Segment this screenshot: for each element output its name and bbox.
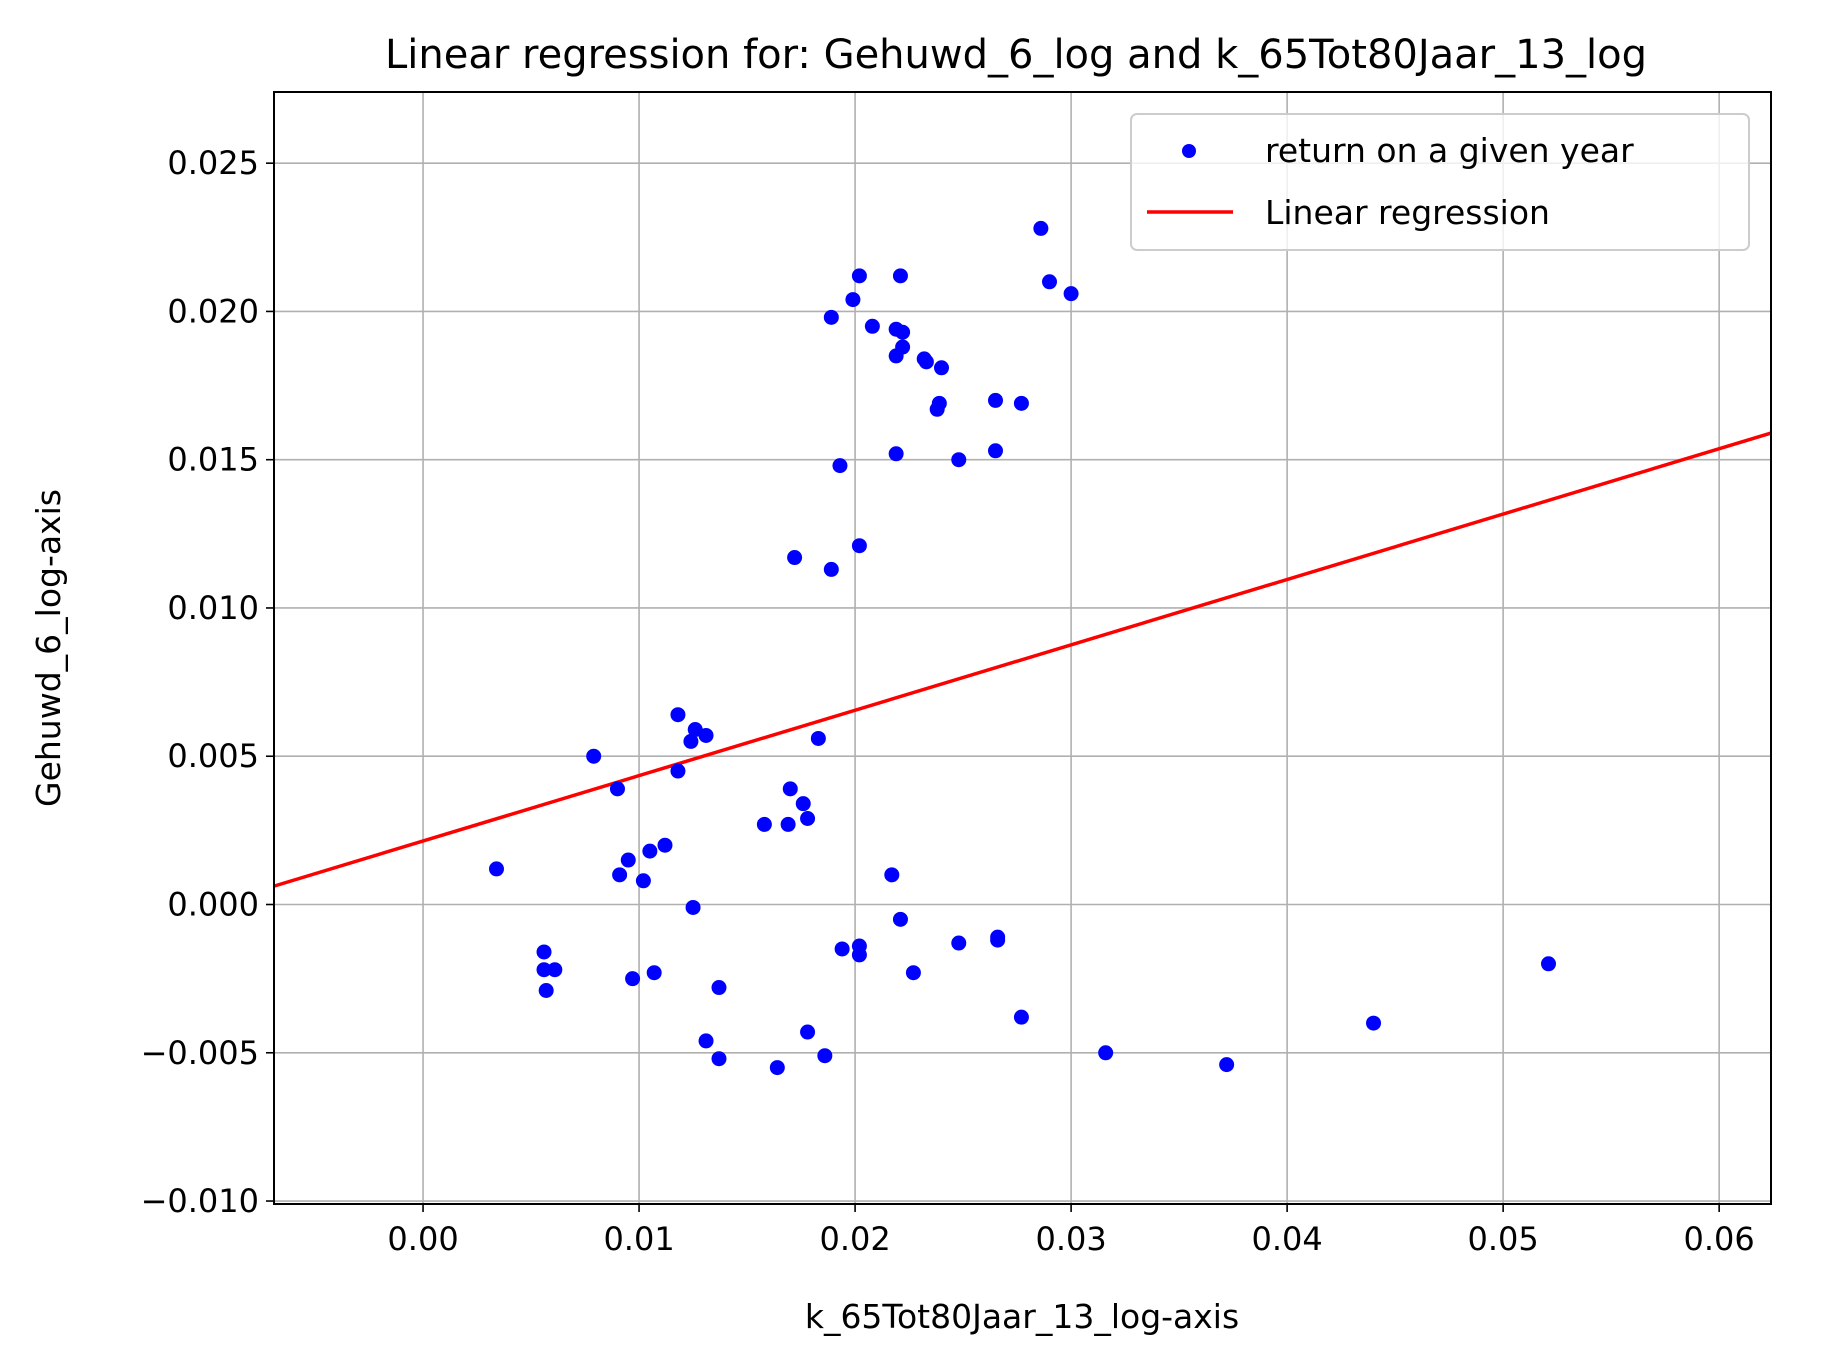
scatter-point — [1013, 395, 1029, 411]
scatter-point — [951, 935, 967, 951]
scatter-point — [1098, 1045, 1114, 1061]
scatter-point — [851, 268, 867, 284]
y-tick-label: 0.000 — [167, 886, 259, 924]
scatter-point — [536, 962, 552, 978]
scatter-point — [933, 360, 949, 376]
scatter-point — [800, 1024, 816, 1040]
scatter-point — [787, 550, 803, 566]
y-tick-label: 0.005 — [167, 737, 259, 775]
x-tick-label: 0.06 — [1684, 1220, 1755, 1258]
scatter-point — [1219, 1057, 1235, 1073]
legend-box — [1130, 113, 1750, 251]
scatter-point — [895, 324, 911, 340]
scatter-point — [810, 730, 826, 746]
x-tick-label: 0.04 — [1251, 1220, 1322, 1258]
scatter-point — [1042, 274, 1058, 290]
scatter-point — [800, 811, 816, 827]
scatter-point — [620, 852, 636, 868]
scatter-point — [780, 816, 796, 832]
scatter-point — [905, 965, 921, 981]
scatter-point — [609, 781, 625, 797]
grid — [274, 92, 1771, 1204]
scatter-point — [892, 268, 908, 284]
plot-frame — [273, 91, 1772, 1205]
y-axis-label: Gehuwd_6_log-axis — [29, 489, 68, 807]
scatter-point — [823, 561, 839, 577]
scatter-point — [918, 354, 934, 370]
y-axis-ticks: −0.010 −0.005 0.000 0.005 0.010 0.015 0.020 0.0… — [141, 144, 274, 1220]
scatter-point — [1541, 956, 1557, 972]
scatter-point — [987, 443, 1003, 459]
x-axis-label: k_65Tot80Jaar_13_log-axis — [805, 1297, 1239, 1336]
scatter-point — [834, 941, 850, 957]
x-tick-label: 0.01 — [603, 1220, 674, 1258]
scatter-point — [864, 318, 880, 334]
scatter-point — [536, 944, 552, 960]
scatter-point — [488, 861, 504, 877]
x-tick-label: 0.03 — [1035, 1220, 1106, 1258]
chart-title: Linear regression for: Gehuwd_6_log and … — [385, 32, 1647, 78]
x-tick-label: 0.05 — [1468, 1220, 1539, 1258]
scatter-point — [711, 980, 727, 996]
scatter-point — [642, 843, 658, 859]
scatter-point — [538, 982, 554, 998]
y-tick-label: 0.010 — [167, 589, 259, 627]
legend-label-regression: Linear regression — [1265, 193, 1550, 232]
x-axis-ticks: 0.00 0.01 0.02 0.03 0.04 0.05 0.06 — [387, 1204, 1755, 1258]
y-tick-label: 0.025 — [167, 144, 259, 182]
scatter-point — [832, 458, 848, 474]
scatter-point — [823, 309, 839, 325]
scatter-point — [683, 733, 699, 749]
scatter-point — [547, 962, 563, 978]
y-tick-label: −0.005 — [141, 1034, 259, 1072]
scatter-point — [711, 1051, 727, 1067]
scatter-point — [892, 911, 908, 927]
scatter-point — [951, 452, 967, 468]
scatter-point — [670, 707, 686, 723]
scatter-point — [612, 867, 628, 883]
scatter-point — [851, 538, 867, 554]
scatter-point — [698, 1033, 714, 1049]
scatter-point — [987, 392, 1003, 408]
y-tick-label: −0.010 — [141, 1182, 259, 1220]
scatter-point — [895, 339, 911, 355]
legend-label-scatter: return on a given year — [1265, 131, 1634, 170]
scatter-point — [756, 816, 772, 832]
regression-line — [273, 431, 1772, 888]
scatter-point — [685, 899, 701, 915]
scatter-point — [646, 965, 662, 981]
scatter-point — [782, 781, 798, 797]
scatter-point — [769, 1060, 785, 1076]
y-tick-label: 0.015 — [167, 441, 259, 479]
y-tick-label: 0.020 — [167, 292, 259, 330]
scatter-point — [657, 837, 673, 853]
scatter-points — [488, 220, 1557, 1076]
scatter-point — [1013, 1009, 1029, 1025]
legend-scatter-marker — [1182, 144, 1196, 158]
x-tick-label: 0.02 — [819, 1220, 890, 1258]
scatter-point — [884, 867, 900, 883]
scatter-point — [1033, 220, 1049, 236]
scatter-point — [795, 796, 811, 812]
x-tick-label: 0.00 — [387, 1220, 458, 1258]
regression-layer — [273, 431, 1772, 888]
scatter-point — [1063, 286, 1079, 302]
scatter-point — [817, 1048, 833, 1064]
scatter-point — [698, 727, 714, 743]
scatter-point — [990, 932, 1006, 948]
scatter-point — [586, 748, 602, 764]
scatter-point — [1366, 1015, 1382, 1031]
scatter-point — [845, 292, 861, 308]
scatter-point — [625, 971, 641, 987]
scatter-point — [851, 947, 867, 963]
scatter-point — [670, 763, 686, 779]
scatter-point — [635, 873, 651, 889]
legend: return on a given year Linear regression — [1130, 113, 1750, 251]
scatter-point — [931, 395, 947, 411]
scatter-point — [888, 446, 904, 462]
